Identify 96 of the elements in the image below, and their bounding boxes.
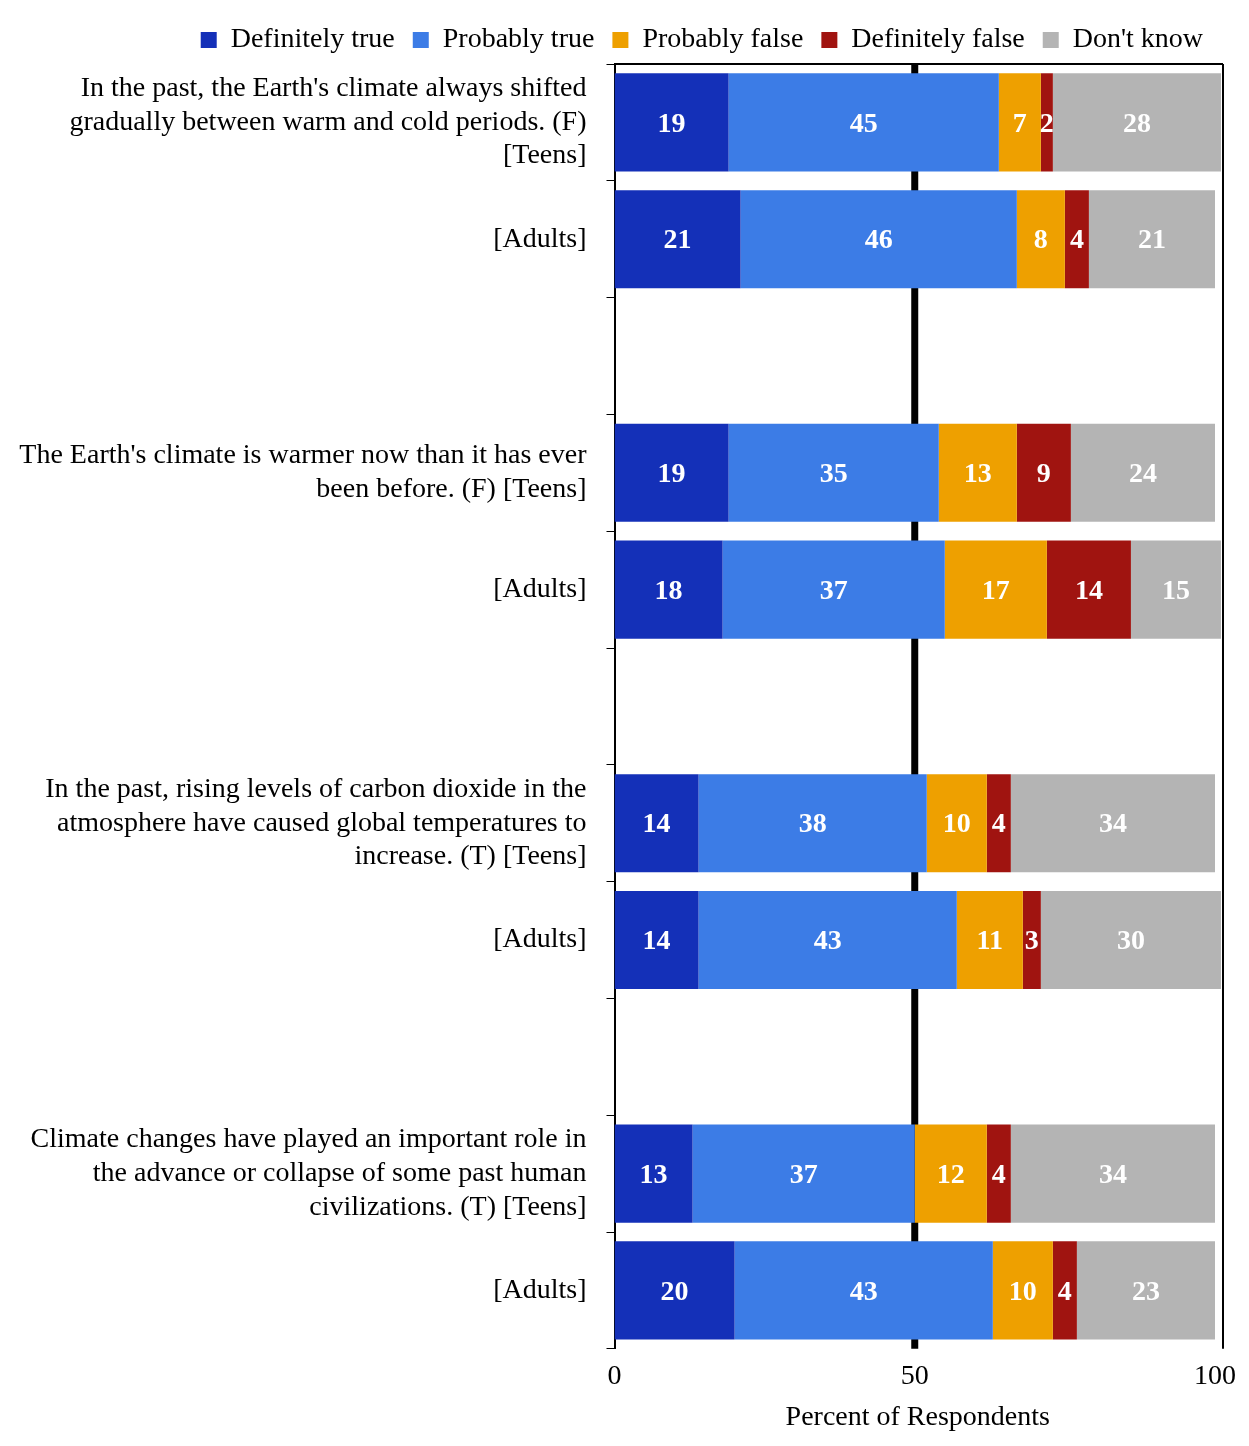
data-label: 10 xyxy=(1008,1274,1037,1306)
data-label: 14 xyxy=(1074,573,1103,605)
y-tick-label: The Earth's climate is warmer now than it has ever been before. (F) [Teens] xyxy=(19,438,588,503)
bar xyxy=(614,890,699,990)
data-label: 37 xyxy=(819,573,848,605)
bar xyxy=(692,1124,915,1223)
data-label: 19 xyxy=(657,106,686,138)
bar xyxy=(728,423,939,522)
data-label: 20 xyxy=(660,1274,689,1306)
bar xyxy=(740,190,1017,289)
data-label: 12 xyxy=(936,1157,965,1189)
data-label: 13 xyxy=(639,1157,668,1189)
data-label: 43 xyxy=(849,1274,878,1306)
data-label: 15 xyxy=(1161,573,1190,605)
data-label: 45 xyxy=(849,106,878,138)
legend-label: Probably true xyxy=(442,22,595,54)
bar xyxy=(728,73,999,172)
data-label: 43 xyxy=(813,924,842,956)
data-label: 8 xyxy=(1033,223,1048,255)
bar xyxy=(1130,540,1221,639)
bar xyxy=(944,540,1047,639)
data-label: 19 xyxy=(657,457,686,489)
bar xyxy=(1040,890,1221,990)
x-tick-label: 0 xyxy=(607,1358,622,1390)
data-label: 2 xyxy=(1039,106,1054,138)
data-label: 21 xyxy=(1137,223,1166,255)
bar xyxy=(992,1241,1053,1340)
legend-label: Definitely false xyxy=(851,22,1025,54)
data-label: 4 xyxy=(1057,1274,1072,1306)
bar xyxy=(614,774,699,873)
data-label: 30 xyxy=(1116,924,1145,956)
data-label: 34 xyxy=(1098,1157,1127,1189)
data-label: 13 xyxy=(963,457,992,489)
x-axis-title: Percent of Respondents xyxy=(785,1399,1050,1431)
data-label: 3 xyxy=(1024,924,1039,956)
bar xyxy=(926,774,987,873)
data-label: 11 xyxy=(976,924,1004,956)
y-tick-label: [Adults] xyxy=(493,571,587,603)
y-tick-label: [Adults] xyxy=(493,1272,587,1304)
bar xyxy=(1046,540,1131,639)
bar xyxy=(998,73,1041,172)
bar xyxy=(1016,190,1065,289)
bar xyxy=(1088,190,1215,289)
data-label: 17 xyxy=(981,573,1010,605)
y-tick-label: [Adults] xyxy=(493,221,587,253)
data-label: 21 xyxy=(663,223,692,255)
bar xyxy=(938,423,1017,522)
bar xyxy=(1064,190,1089,289)
bar xyxy=(1010,774,1215,873)
bar xyxy=(986,774,1011,873)
legend-label: Definitely true xyxy=(230,22,395,54)
bar xyxy=(1022,890,1041,990)
x-tick-label: 100 xyxy=(1193,1358,1236,1390)
bar xyxy=(698,774,927,873)
data-label: 4 xyxy=(991,807,1006,839)
data-label: 37 xyxy=(789,1157,818,1189)
y-tick-label: Climate changes have played an important role in the advance or collapse of some past human civilizations. (T) [Teens] xyxy=(30,1122,587,1221)
data-label: 24 xyxy=(1128,457,1157,489)
bar xyxy=(614,540,723,639)
bar xyxy=(1010,1124,1215,1223)
data-label: 4 xyxy=(1069,223,1084,255)
data-label: 34 xyxy=(1098,807,1127,839)
data-label: 10 xyxy=(942,807,971,839)
legend-label: Probably false xyxy=(642,22,804,54)
data-label: 9 xyxy=(1036,457,1051,489)
bar xyxy=(1070,423,1215,522)
data-label: 7 xyxy=(1012,106,1027,138)
data-label: 28 xyxy=(1122,106,1151,138)
legend-label: Don't know xyxy=(1072,22,1204,54)
data-label: 18 xyxy=(654,573,683,605)
data-label: 4 xyxy=(991,1157,1006,1189)
bar xyxy=(614,190,741,289)
bar xyxy=(614,1241,735,1340)
data-label: 46 xyxy=(864,223,893,255)
y-tick-label: In the past, rising levels of carbon dioxide in the atmosphere have caused global temperatures to increase. (T) [Teens] xyxy=(45,771,587,871)
bar xyxy=(914,1124,987,1223)
bar xyxy=(956,890,1023,990)
data-label: 35 xyxy=(819,457,848,489)
bar xyxy=(698,890,957,990)
bar xyxy=(1076,1241,1215,1340)
x-tick-label: 50 xyxy=(900,1358,929,1390)
bar xyxy=(1016,423,1071,522)
bar xyxy=(1052,1241,1077,1340)
bar xyxy=(614,423,729,522)
data-label: 14 xyxy=(642,807,671,839)
bar xyxy=(986,1124,1011,1223)
data-label: 23 xyxy=(1131,1274,1160,1306)
bar xyxy=(1052,73,1221,172)
bar xyxy=(722,540,945,639)
data-label: 14 xyxy=(642,924,671,956)
bar xyxy=(614,73,729,172)
bar xyxy=(734,1241,993,1340)
y-tick-label: [Adults] xyxy=(493,922,587,954)
bar xyxy=(614,1124,693,1223)
data-label: 38 xyxy=(798,807,827,839)
y-tick-label: In the past, the Earth's climate always shifted gradually between warm and cold periods. (F) [Teens] xyxy=(69,71,587,170)
